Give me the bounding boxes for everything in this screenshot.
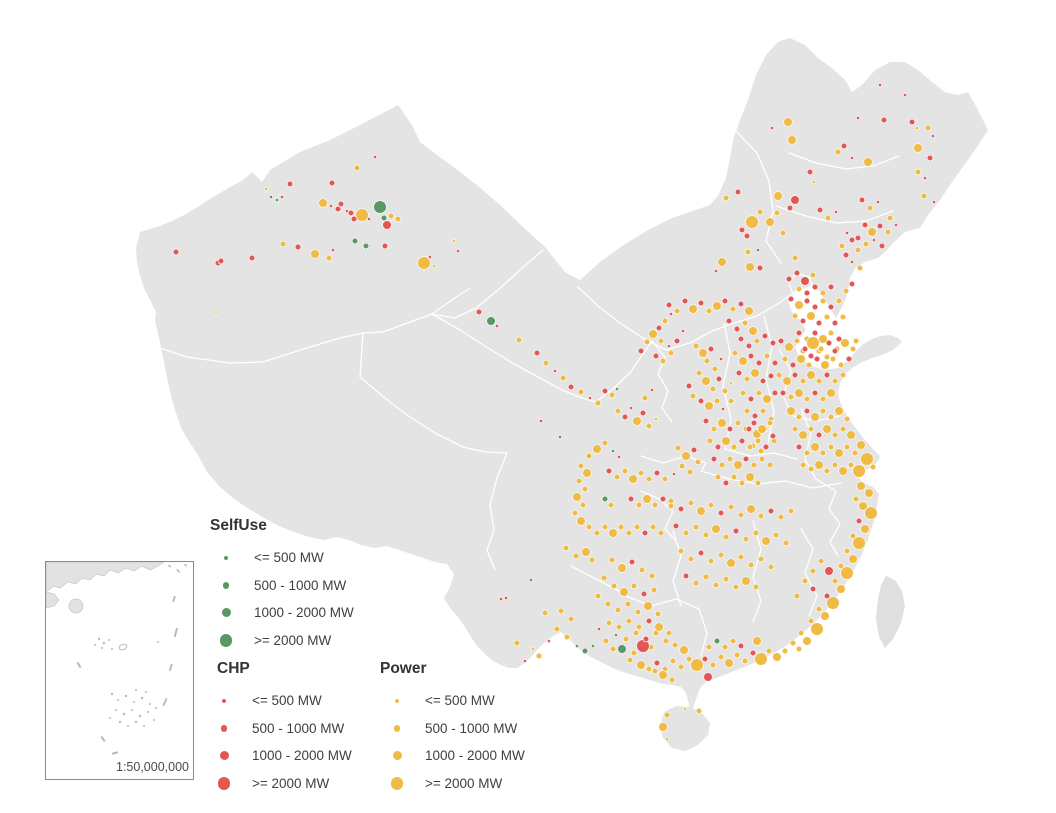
power-size2-dot-icon <box>393 725 401 732</box>
legend-item-label: >= 2000 MW <box>254 632 332 648</box>
legend-item-label: 500 - 1000 MW <box>252 720 345 736</box>
inset-hainan <box>68 598 84 614</box>
legend-row: 500 - 1000 MW <box>205 715 352 743</box>
legend-item-label: 1000 - 2000 MW <box>425 748 525 764</box>
legend-row: <= 500 MW <box>207 544 354 572</box>
legend-group-selfuse: SelfUse <= 500 MW 500 - 1000 MW 1000 - 2… <box>207 517 354 654</box>
power-size1-dot-icon <box>395 698 399 703</box>
legend-title-power: Power <box>380 660 427 677</box>
legend-item-label: 1000 - 2000 MW <box>254 605 354 621</box>
south-china-sea-inset: 1:50,000,000 <box>45 561 194 780</box>
inset-islands <box>76 563 188 755</box>
legend-row: 1000 - 2000 MW <box>205 742 352 770</box>
legend-group-power: Power <= 500 MW 500 - 1000 MW 1000 - 200… <box>378 660 525 797</box>
legend-row: <= 500 MW <box>378 687 525 715</box>
legend-row: 1000 - 2000 MW <box>207 599 354 627</box>
selfuse-size1-dot-icon <box>224 555 228 560</box>
province-borders <box>159 128 900 657</box>
taiwan-shape <box>876 576 905 648</box>
legend-group-chp: CHP <= 500 MW 500 - 1000 MW 1000 - 2000 … <box>205 660 352 797</box>
inset-scale-label: 1:50,000,000 <box>116 760 189 774</box>
chp-size1-dot-icon <box>222 698 226 703</box>
legend-row: >= 2000 MW <box>378 770 525 798</box>
selfuse-size3-dot-icon <box>221 608 231 618</box>
power-size3-dot-icon <box>392 751 402 761</box>
legend-item-label: <= 500 MW <box>252 693 322 709</box>
legend-item-label: 1000 - 2000 MW <box>252 748 352 764</box>
legend-row: >= 2000 MW <box>207 627 354 655</box>
plant-dots <box>172 82 937 742</box>
legend-item-label: >= 2000 MW <box>425 775 503 791</box>
legend-item-label: <= 500 MW <box>254 550 324 566</box>
legend-row: 1000 - 2000 MW <box>378 742 525 770</box>
legend-row: >= 2000 MW <box>205 770 352 798</box>
legend-title-selfuse: SelfUse <box>210 517 267 534</box>
legend-item-label: 500 - 1000 MW <box>254 577 347 593</box>
inset-coastline <box>45 561 166 593</box>
power-size4-dot-icon <box>390 777 404 790</box>
legend-item-label: 500 - 1000 MW <box>425 720 518 736</box>
selfuse-size4-dot-icon <box>219 634 233 647</box>
legend-row: 500 - 1000 MW <box>207 572 354 600</box>
chp-size2-dot-icon <box>220 725 228 732</box>
legend-item-label: <= 500 MW <box>425 693 495 709</box>
legend-row: <= 500 MW <box>205 687 352 715</box>
hainan-shape <box>660 706 710 751</box>
chp-size3-dot-icon <box>219 751 229 761</box>
inset-coast-left <box>45 591 60 609</box>
legend-item-label: >= 2000 MW <box>252 775 330 791</box>
chp-size4-dot-icon <box>217 777 231 790</box>
selfuse-size2-dot-icon <box>222 582 230 589</box>
inset-map <box>45 561 188 755</box>
legend-row: 500 - 1000 MW <box>378 715 525 743</box>
legend-title-chp: CHP <box>217 660 250 677</box>
